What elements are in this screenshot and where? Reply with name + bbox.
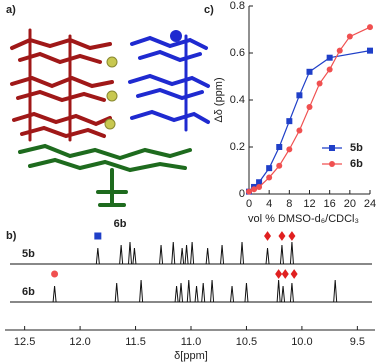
x-tick-label: 9.5 — [350, 336, 365, 348]
peak — [128, 241, 132, 265]
peak — [174, 285, 179, 303]
panel-label: a) — [6, 4, 16, 16]
marker — [266, 165, 273, 172]
peak — [186, 279, 191, 303]
peak — [179, 282, 184, 303]
marker — [286, 118, 293, 125]
peak — [281, 285, 286, 303]
x-tick-label: 24 — [364, 198, 376, 210]
y-tick-label: 0.2 — [230, 141, 245, 153]
peak — [180, 247, 185, 265]
x-tick-label: 16 — [324, 198, 336, 210]
y-tick-label: 0.4 — [230, 94, 245, 106]
peak — [114, 282, 119, 303]
marker — [51, 270, 59, 278]
marker — [290, 269, 298, 279]
peak — [265, 247, 270, 265]
peak — [95, 247, 100, 265]
peak — [184, 244, 189, 265]
peak — [230, 285, 235, 303]
molecule-image — [10, 28, 210, 207]
marker — [256, 179, 263, 186]
peak — [244, 282, 249, 303]
x-tick-label: 12.5 — [14, 336, 35, 348]
marker — [336, 47, 343, 54]
panel-label: c) — [204, 4, 214, 16]
peak — [52, 285, 57, 303]
marker — [278, 231, 286, 241]
x-tick-label: 20 — [344, 198, 356, 210]
x-tick-label: 12.0 — [69, 336, 90, 348]
series-label: 5b — [22, 248, 35, 260]
peak — [201, 282, 206, 303]
marker — [275, 269, 283, 279]
peak — [139, 279, 144, 303]
legend-label: 5b — [350, 142, 363, 154]
peak — [159, 244, 164, 265]
series-label: 6b — [22, 286, 35, 298]
marker — [326, 66, 333, 73]
y-tick-label: 0.8 — [230, 0, 245, 12]
peak — [205, 247, 210, 265]
x-tick-label: 11.0 — [181, 336, 202, 348]
marker — [251, 186, 258, 193]
marker — [264, 231, 272, 241]
x-axis-label: vol % DMSO-d₆/CDCl₃ — [248, 213, 359, 225]
marker — [276, 162, 283, 169]
legend-marker — [329, 145, 335, 151]
peak — [119, 244, 124, 265]
peak — [171, 241, 176, 265]
panel-label: b) — [6, 230, 17, 242]
marker — [316, 80, 323, 87]
x-tick-label: 12 — [303, 198, 315, 210]
marker — [296, 92, 303, 99]
compound-label: 6b — [114, 218, 127, 230]
marker — [276, 144, 283, 150]
peak — [190, 241, 195, 265]
x-tick-label: 10.0 — [291, 336, 312, 348]
marker — [306, 104, 313, 111]
marker — [94, 232, 102, 240]
marker — [346, 33, 353, 40]
y-tick-label: 0.6 — [230, 47, 245, 59]
peak — [210, 279, 215, 303]
marker — [306, 68, 313, 75]
marker — [288, 231, 296, 241]
peak — [289, 241, 294, 265]
x-tick-label: 4 — [266, 198, 272, 210]
x-tick-label: 11.5 — [125, 336, 146, 348]
peak — [289, 282, 294, 303]
legend-marker — [329, 161, 335, 167]
marker — [281, 269, 289, 279]
marker — [266, 174, 273, 181]
marker — [326, 54, 333, 61]
peak — [279, 244, 284, 265]
peak — [240, 241, 245, 265]
marker — [246, 188, 252, 195]
peak — [194, 285, 199, 303]
marker — [286, 146, 293, 153]
y-tick-label: 0 — [239, 188, 245, 200]
legend-label: 6b — [350, 158, 363, 170]
marker — [296, 127, 303, 134]
peak — [132, 247, 137, 265]
peak — [276, 279, 281, 303]
marker — [256, 183, 263, 190]
peak — [333, 279, 338, 303]
charts: b) 12.5 12.0 11.5 11.0 10.5 10.0 9.5 δ[ppm] 5b 6b c… — [5, 0, 376, 362]
x-tick-label: 0 — [246, 198, 252, 210]
peak — [220, 244, 225, 265]
y-axis-label: Δδ (ppm) — [213, 77, 225, 122]
marker — [367, 24, 373, 31]
x-tick-label: 8 — [286, 198, 292, 210]
marker — [367, 47, 373, 54]
x-tick-label: 10.5 — [236, 336, 257, 348]
x-axis-label: δ[ppm] — [174, 350, 208, 362]
